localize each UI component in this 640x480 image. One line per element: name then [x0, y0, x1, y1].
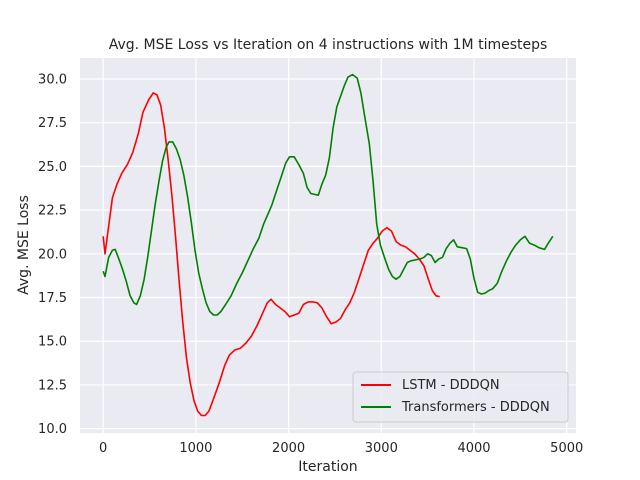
- x-axis-label: Iteration: [298, 459, 357, 475]
- y-axis-label: Avg. MSE Loss: [16, 195, 32, 295]
- x-tick-label: 4000: [457, 441, 490, 456]
- x-tick-label: 0: [99, 441, 107, 456]
- legend-label-lstm: LSTM - DDDQN: [402, 378, 500, 393]
- y-tick-label: 17.5: [38, 291, 67, 306]
- y-tick-labels: 10.0 12.5 15.0 17.5 20.0 22.5 25.0 27.5 30.0: [38, 72, 67, 437]
- x-tick-label: 1000: [179, 441, 212, 456]
- series-layer: [102, 73, 554, 417]
- y-tick-label: 20.0: [38, 247, 67, 262]
- x-tick-labels: 0 1000 2000 3000 4000 5000: [99, 441, 583, 456]
- series-line-transformers: [102, 73, 554, 316]
- y-tick-label: 15.0: [38, 335, 67, 350]
- y-tick-label: 22.5: [38, 204, 67, 219]
- y-tick-label: 30.0: [38, 72, 67, 87]
- series-line-lstm: [102, 92, 440, 417]
- y-tick-label: 25.0: [38, 160, 67, 175]
- x-tick-label: 2000: [272, 441, 305, 456]
- legend-box: [352, 371, 569, 423]
- x-tick-label: 3000: [365, 441, 398, 456]
- legend: LSTM - DDDQN Transformers - DDDQN: [352, 371, 569, 423]
- chart-title: Avg. MSE Loss vs Iteration on 4 instruct…: [109, 37, 548, 53]
- grid-lines: [80, 58, 576, 433]
- y-tick-label: 10.0: [38, 422, 67, 437]
- y-tick-label: 12.5: [38, 378, 67, 393]
- legend-label-transformers: Transformers - DDDQN: [401, 400, 550, 415]
- y-tick-label: 27.5: [38, 116, 67, 131]
- x-tick-label: 5000: [550, 441, 583, 456]
